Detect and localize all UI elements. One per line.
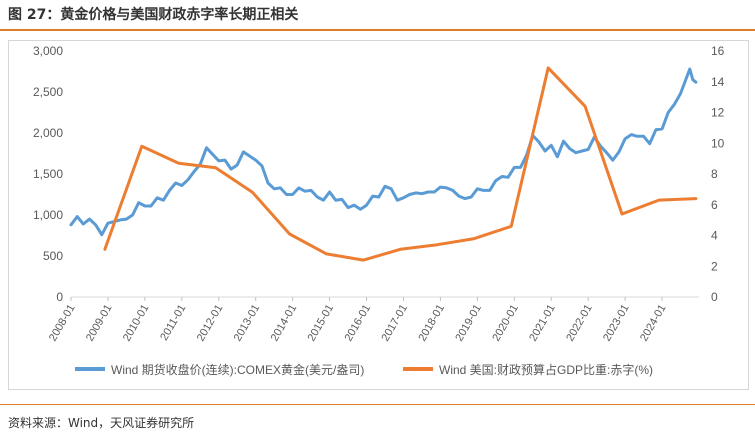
legend: Wind 期货收盘价(连续):COMEX黄金(美元/盎司) Wind 美国:财政…: [75, 362, 653, 377]
x-axis-tick-label: 2008-01: [47, 303, 78, 344]
right-axis-tick-label: 14: [711, 75, 725, 89]
right-axis-tick-labels: 0 2 4 6 8 10 12 14 16: [711, 44, 725, 304]
series-layer: [69, 66, 698, 262]
title-rule: [0, 29, 755, 31]
legend-label-deficit: Wind 美国:财政预算占GDP比重:赤字(%): [439, 362, 653, 377]
x-axis-tick-label: 2015-01: [306, 303, 337, 344]
right-axis-tick-label: 16: [711, 44, 725, 58]
fiscal-deficit-line: [103, 66, 698, 262]
x-axis-tick-label: 2023-01: [601, 303, 632, 344]
x-axis-tick-label: 2017-01: [379, 303, 410, 344]
x-axis-tick-label: 2021-01: [527, 303, 558, 344]
source-note: 资料来源：Wind，天风证券研究所: [8, 416, 195, 430]
x-axis-tick-label: 2013-01: [232, 303, 263, 344]
x-axis-tick-label: 2024-01: [638, 303, 669, 344]
x-axis-tick-label: 2014-01: [269, 303, 300, 344]
x-axis-tick-label: 2018-01: [416, 303, 447, 344]
left-axis-tick-label: 1,000: [33, 208, 63, 222]
source-rule: [0, 404, 755, 405]
x-axis-tick-label: 2016-01: [343, 303, 374, 344]
chart-svg: 0 500 1,000 1,500 2,000 2,500 3,000 0 2 4 6 8 10 12 1…: [33, 44, 725, 377]
left-axis-tick-label: 2,000: [33, 126, 63, 140]
left-axis-tick-label: 3,000: [33, 44, 63, 58]
left-axis-tick-label: 1,500: [33, 167, 63, 181]
figure-title: 图 27：黄金价格与美国财政赤字率长期正相关: [8, 7, 299, 23]
x-axis-tick-label: 2019-01: [453, 302, 484, 343]
x-axis-tick-labels: 2008-01 2009-01 2010-01 2011-01 2012-01 2013-…: [47, 297, 669, 343]
right-axis-tick-label: 4: [711, 229, 718, 243]
x-axis-tick-label: 2020-01: [490, 303, 521, 344]
left-axis-tick-label: 2,500: [33, 85, 63, 99]
x-axis-tick-label: 2022-01: [564, 303, 595, 344]
right-axis-tick-label: 8: [711, 167, 718, 181]
x-axis-tick-label: 2009-01: [84, 303, 115, 344]
chart-frame: 0 500 1,000 1,500 2,000 2,500 3,000 0 2 4 6 8 10 12 1…: [8, 40, 749, 390]
right-axis-tick-label: 0: [711, 290, 718, 304]
left-axis-tick-label: 500: [43, 249, 63, 263]
x-axis-tick-label: 2011-01: [158, 303, 188, 343]
right-axis-tick-label: 10: [711, 136, 725, 150]
x-axis-tick-label: 2010-01: [121, 303, 152, 344]
left-axis-tick-label: 0: [56, 290, 63, 304]
right-axis-tick-label: 6: [711, 198, 718, 212]
left-axis-tick-labels: 0 500 1,000 1,500 2,000 2,500 3,000: [33, 44, 63, 304]
right-axis-tick-label: 2: [711, 259, 718, 273]
legend-label-gold: Wind 期货收盘价(连续):COMEX黄金(美元/盎司): [111, 362, 364, 377]
right-axis-tick-label: 12: [711, 106, 725, 120]
x-axis-tick-label: 2012-01: [195, 303, 226, 344]
